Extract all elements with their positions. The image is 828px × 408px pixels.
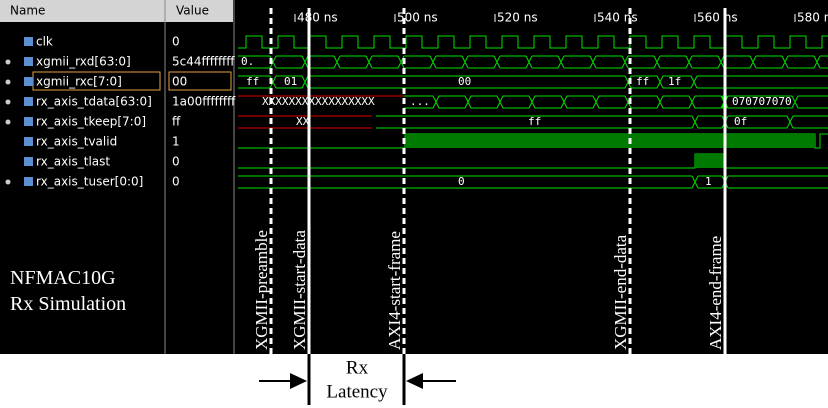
signal-value: ff — [172, 115, 181, 129]
selection — [168, 71, 232, 91]
clock-wave — [238, 35, 828, 49]
bus-label: 00 — [458, 75, 471, 88]
marker-label: XGMII-end-data — [611, 234, 630, 350]
arrow-head — [406, 373, 423, 389]
signal-name: rx_axis_tdata[63:0] — [36, 95, 152, 109]
tree-toggle — [5, 119, 11, 125]
signal-name: rx_axis_tkeep[7:0] — [36, 115, 146, 129]
bus-label: XXXXXXXXXXXXXXXXX — [262, 95, 375, 108]
bus-label: 0 — [458, 175, 465, 188]
signal-name: xgmii_rxd[63:0] — [36, 55, 131, 69]
signal-value: 0 — [172, 155, 180, 169]
latency-label: Rx — [346, 357, 369, 378]
bus-wave — [238, 75, 828, 89]
signal-name: rx_axis_tlast — [36, 155, 110, 169]
tree-toggle — [5, 99, 11, 105]
signal-name: xgmii_rxc[7:0] — [36, 75, 122, 89]
bus-label: 070707070 — [732, 95, 792, 108]
signal-icon — [24, 37, 33, 46]
bus-label: ff — [636, 75, 649, 88]
high-fill — [695, 154, 725, 168]
signal-value: 0 — [172, 35, 180, 49]
bus-wave — [238, 55, 828, 69]
signal-value: 1 — [172, 135, 180, 149]
bus-label: ... — [410, 95, 430, 108]
bus-label: ff — [246, 75, 259, 88]
bus-label: 0f — [734, 115, 747, 128]
signal-value: 5c44ffffffff — [172, 55, 235, 69]
signal-icon — [24, 57, 33, 66]
bus-label: XX — [296, 115, 310, 128]
bus-label: 01 — [284, 75, 297, 88]
value-header[interactable]: Value — [176, 4, 209, 18]
signal-icon — [24, 157, 33, 166]
signal-icon — [24, 117, 33, 126]
bus-label: 1 — [705, 175, 712, 188]
tree-toggle — [5, 179, 11, 185]
time-label: 560 ns — [697, 11, 738, 25]
time-label: 520 ns — [497, 11, 538, 25]
signal-name: rx_axis_tvalid — [36, 135, 117, 149]
caption: Rx Simulation — [10, 293, 126, 315]
marker-label: XGMII-start-data — [290, 230, 309, 350]
tree-toggle — [5, 79, 11, 85]
bus-label: ff — [528, 115, 541, 128]
marker-label: AXI4-end-frame — [706, 236, 725, 350]
signal-name: rx_axis_tuser[0:0] — [36, 175, 143, 189]
time-label: 500 ns — [397, 11, 438, 25]
signal-value: 00 — [172, 75, 187, 89]
high-fill — [405, 134, 815, 148]
caption: NFMAC10G — [10, 267, 116, 289]
signal-value: 0 — [172, 175, 180, 189]
name-header[interactable]: Name — [10, 4, 45, 18]
latency-label: Latency — [326, 381, 388, 402]
marker-label: AXI4-start-frame — [385, 231, 404, 350]
signal-name: clk — [36, 35, 53, 49]
arrow-head — [290, 373, 307, 389]
signal-icon — [24, 137, 33, 146]
signal-value: 1a00ffffffff — [172, 95, 236, 109]
time-label: 540 ns — [597, 11, 638, 25]
bus-label: 0. — [241, 55, 254, 68]
signal-icon — [24, 77, 33, 86]
time-label: 580 n — [797, 11, 828, 25]
column-header — [0, 0, 233, 22]
signal-icon — [24, 177, 33, 186]
marker-label: XGMII-preamble — [252, 230, 271, 350]
signal-icon — [24, 97, 33, 106]
bus-label: 1f — [668, 75, 681, 88]
time-label: 480 ns — [297, 11, 338, 25]
tree-toggle — [5, 59, 11, 65]
